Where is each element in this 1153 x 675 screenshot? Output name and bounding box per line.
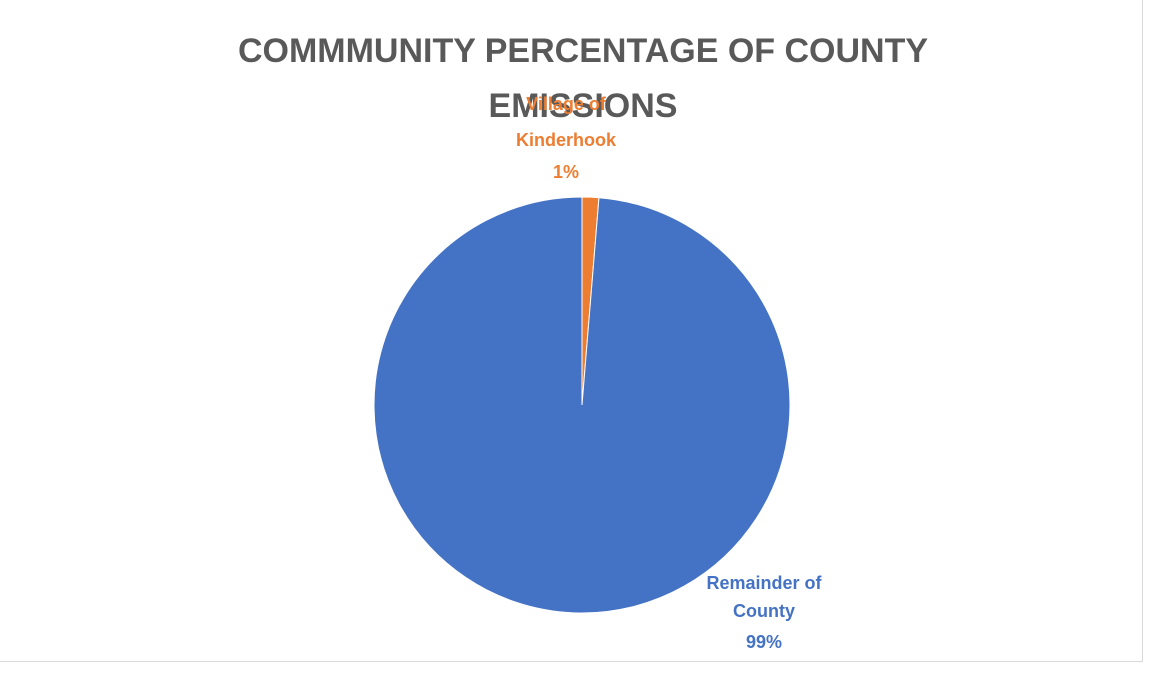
label-remainder-line-2: County (733, 601, 795, 621)
label-kinderhook-line-1: Village of (526, 94, 607, 114)
chart-title-line-1: COMMMUNITY PERCENTAGE OF COUNTY (238, 32, 928, 70)
chart-frame (0, 0, 1143, 662)
label-kinderhook: Village of Kinderhook 1% (516, 94, 617, 182)
label-kinderhook-pct: 1% (553, 162, 579, 182)
pie-slice-1 (373, 196, 791, 614)
pie-slices (373, 196, 791, 614)
label-kinderhook-line-2: Kinderhook (516, 130, 617, 150)
label-remainder-pct: 99% (746, 632, 782, 652)
label-remainder: Remainder of County 99% (706, 573, 822, 652)
label-remainder-line-1: Remainder of (706, 573, 822, 593)
chart-title-line-2: EMISSIONS (489, 87, 678, 125)
